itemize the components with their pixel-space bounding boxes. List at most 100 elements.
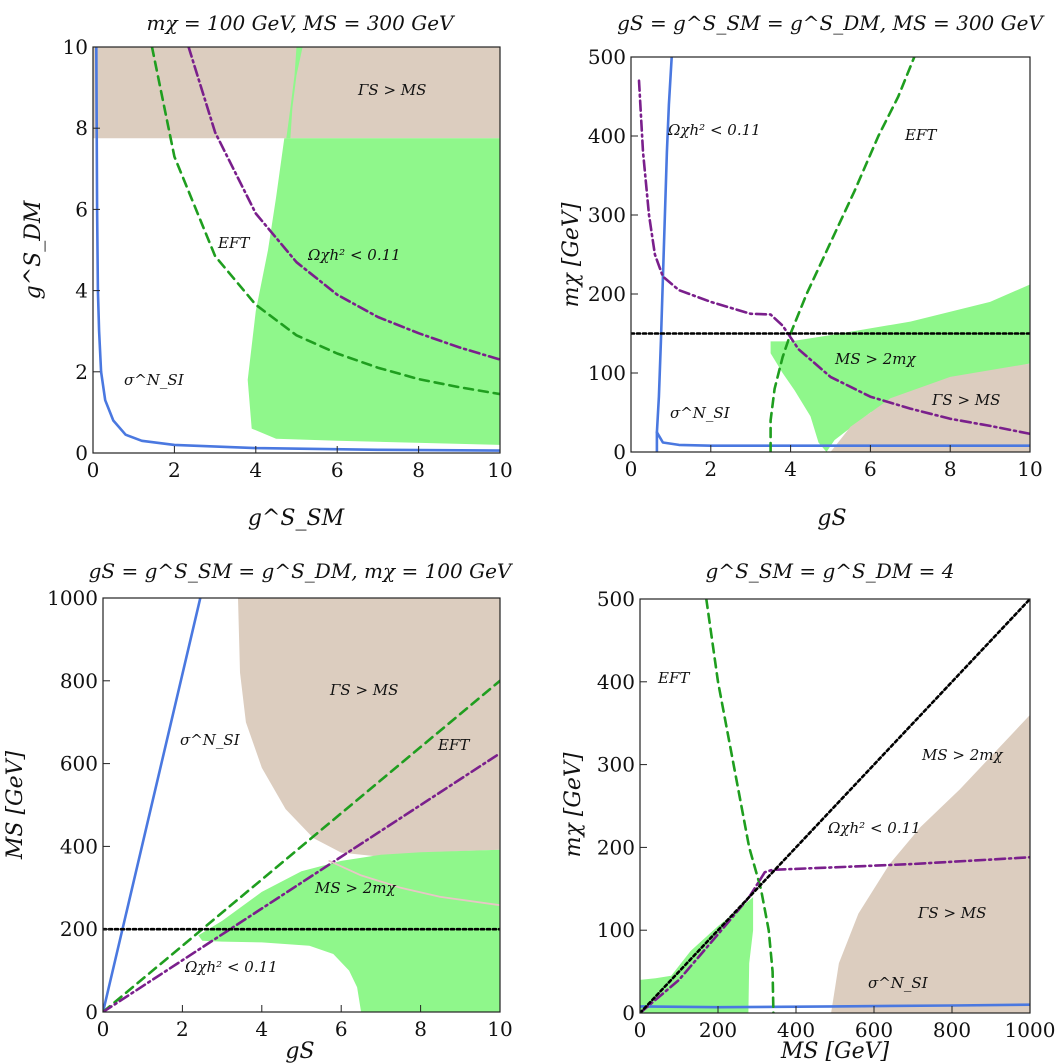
- panel-2-x-tick-label: 2: [704, 457, 717, 481]
- panel-3-y-tick-label: 600: [60, 752, 98, 776]
- panel-4-annotation-kinematic: MS > 2mχ: [921, 746, 1004, 764]
- panel-4-ticks: 0 200 400 600 800 1000 0 100 200 300 400 500: [597, 587, 1056, 1042]
- panel-1-title: mχ = 100 GeV, MS = 300 GeV: [146, 11, 456, 35]
- panel-2-y-tick-label: 100: [588, 361, 626, 385]
- panel-2-annotation-width: ΓS > MS: [931, 391, 1000, 409]
- panel-3-y-tick-label: 1000: [47, 586, 98, 610]
- panel-4-x-axis-label: MS [GeV]: [780, 1039, 890, 1063]
- panel-4-x-tick-label: 400: [777, 1018, 815, 1042]
- panel-4-curves: [640, 599, 1030, 1013]
- panel-1-region-green-1: [247, 138, 500, 445]
- panel-3-annotation-relic: Ωχh² < 0.11: [184, 958, 278, 976]
- panel-2-region-green-0: [770, 284, 1030, 452]
- panel-3-annotation-width: ΓS > MS: [329, 681, 398, 699]
- panel-1-x-tick-label: 6: [331, 458, 344, 482]
- panel-3-y-tick-label: 400: [60, 834, 98, 858]
- panel-3-x-tick-label: 2: [176, 1017, 189, 1041]
- panel-1-curve-green_dashed-1: [150, 47, 500, 396]
- panel-2-curve-blue-0: [655, 57, 673, 452]
- panel-3-regions: [198, 598, 500, 1012]
- panel-3-curve-blue-0: [103, 598, 202, 1012]
- panel-1-annotation-eft: EFT: [217, 234, 250, 252]
- panel-3-annotation-kinematic: MS > 2mχ: [314, 879, 397, 897]
- panel-1-annotation-relic: Ωχh² < 0.11: [307, 246, 401, 264]
- panel-2-x-tick-label: 6: [864, 457, 877, 481]
- panel-1-frame: [92, 46, 501, 454]
- panel-1-y-tick-label: 10: [63, 35, 88, 59]
- panel-2-curve-green_dashed-2: [769, 57, 916, 452]
- panel-2-regions: [770, 284, 1030, 452]
- panel-4-y-tick-label: 500: [597, 587, 635, 611]
- panel-3-y-tick-label: 0: [85, 1000, 98, 1024]
- panel-3-y-tick-label: 200: [60, 917, 98, 941]
- panel-4-y-tick-label: 400: [597, 670, 635, 694]
- panel-4-x-tick-label: 0: [634, 1018, 647, 1042]
- panel-3: 0 2 4 6 8 10 0 200 400 600 800 1000 gS = g^S_SM = g…: [3, 559, 514, 1063]
- panel-1: 0 2 4 6 8 10 0 2 4 6 8 10 mχ = 100 GeV, MS = 300 Ge…: [21, 11, 513, 531]
- panel-3-x-tick-label: 6: [335, 1017, 348, 1041]
- panel-4-title: g^S_SM = g^S_DM = 4: [706, 559, 955, 583]
- panel-1-annotation-width: ΓS > MS: [357, 81, 426, 99]
- panel-1-region-green-2: [286, 47, 303, 139]
- panel-2-x-axis-label: gS: [817, 506, 846, 531]
- panel-1-y-tick-label: 6: [75, 197, 88, 221]
- panel-2-y-tick-label: 200: [588, 282, 626, 306]
- panel-1-x-axis-label: g^S_SM: [248, 506, 345, 531]
- panel-3-x-tick-label: 4: [255, 1017, 268, 1041]
- panel-3-x-tick-label: 10: [487, 1017, 512, 1041]
- panel-1-ticks: 0 2 4 6 8 10 0 2 4 6 8 10: [63, 35, 513, 482]
- panel-2-y-tick-label: 400: [588, 124, 626, 148]
- panel-1-y-tick-label: 0: [75, 441, 88, 465]
- panel-4-x-tick-label: 600: [855, 1018, 893, 1042]
- panel-4-curve-blue-0: [640, 1003, 1030, 1009]
- panel-4-annotation-sigma: σ^N_SI: [868, 974, 929, 992]
- panel-2-annotation-sigma: σ^N_SI: [670, 404, 731, 422]
- panel-3-annotation-eft: EFT: [437, 736, 470, 754]
- panel-3-frame: [102, 597, 501, 1013]
- panel-2-annotation-kinematic: MS > 2mχ: [834, 350, 917, 368]
- panel-4-y-axis-label: mχ [GeV]: [561, 752, 586, 857]
- panel-3-title: gS = g^S_SM = g^S_DM, mχ = 100 GeV: [89, 559, 514, 583]
- panel-1-x-tick-label: 0: [87, 458, 100, 482]
- panel-3-region-tan-0: [238, 598, 500, 857]
- panel-3-curves: [103, 598, 500, 1012]
- panel-1-curve-purple_dashdot-3: [187, 47, 500, 361]
- panel-3-annotation-sigma: σ^N_SI: [180, 731, 241, 749]
- panel-2-x-tick-label: 4: [784, 457, 797, 481]
- panel-4-annotation-width: ΓS > MS: [917, 904, 986, 922]
- panel-1-y-axis-label: g^S_DM: [21, 200, 46, 299]
- panel-4-x-tick-label: 200: [699, 1018, 737, 1042]
- panel-4-curve-purple_dashdot-2: [640, 856, 1030, 1013]
- panel-4-x-tick-label: 1000: [1005, 1018, 1056, 1042]
- panel-2-y-tick-label: 500: [588, 45, 626, 69]
- panel-4: 0 200 400 600 800 1000 0 100 200 300 400 500 g^S_SM…: [561, 559, 1055, 1063]
- panel-1-x-tick-label: 2: [168, 458, 181, 482]
- panel-1-y-tick-label: 2: [75, 360, 88, 384]
- panel-1-x-tick-label: 8: [412, 458, 425, 482]
- panel-3-ticks: 0 2 4 6 8 10 0 200 400 600 800 1000: [47, 586, 513, 1041]
- panel-4-frame: [639, 598, 1031, 1014]
- panel-2-curve-purple_dashdot-3: [637, 79, 1030, 436]
- panel-3-curve-pink_thin-4: [328, 860, 500, 907]
- panel-3-region-green-1: [198, 849, 500, 1012]
- panel-4-curve-green_dashed-1: [705, 599, 775, 1013]
- panel-2-x-tick-label: 0: [625, 457, 638, 481]
- panel-2-x-tick-label: 8: [944, 457, 957, 481]
- panel-2-frame: [630, 56, 1031, 453]
- panel-2-region-tan-1: [830, 363, 1030, 452]
- panel-4-y-tick-label: 300: [597, 753, 635, 777]
- panel-2-y-tick-label: 0: [613, 440, 626, 464]
- panel-2-y-axis-label: mχ [GeV]: [559, 202, 584, 307]
- panel-3-x-axis-label: gS: [285, 1039, 314, 1063]
- panel-2-title: gS = g^S_SM = g^S_DM, MS = 300 GeV: [617, 11, 1045, 35]
- panel-2-y-tick-label: 300: [588, 203, 626, 227]
- panel-2-annotation-eft: EFT: [904, 126, 937, 144]
- panel-3-y-axis-label: MS [GeV]: [3, 750, 28, 860]
- panel-4-annotation-eft: EFT: [657, 669, 690, 687]
- panel-1-x-tick-label: 10: [487, 458, 512, 482]
- panel-4-y-tick-label: 0: [622, 1001, 635, 1025]
- panel-3-x-tick-label: 8: [414, 1017, 427, 1041]
